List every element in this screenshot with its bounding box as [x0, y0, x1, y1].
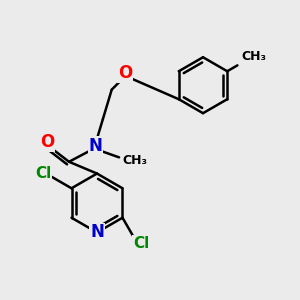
Text: Cl: Cl	[35, 166, 51, 181]
Text: CH₃: CH₃	[241, 50, 266, 63]
Text: Cl: Cl	[133, 236, 149, 250]
Text: O: O	[40, 133, 55, 151]
Text: N: N	[90, 224, 104, 242]
Text: N: N	[88, 136, 103, 154]
Text: CH₃: CH₃	[123, 154, 148, 167]
Text: O: O	[118, 64, 132, 82]
